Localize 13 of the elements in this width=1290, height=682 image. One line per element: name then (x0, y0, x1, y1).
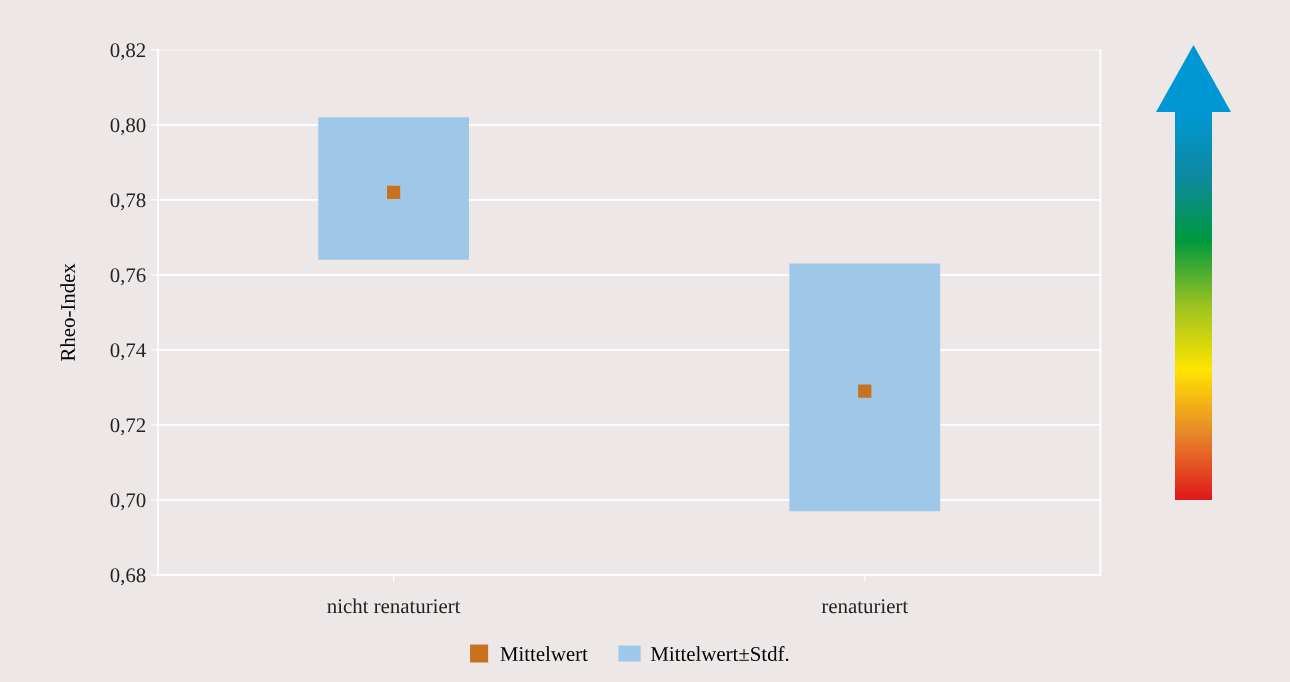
y-tick-label: 0,82 (110, 43, 146, 61)
y-tick-label: 0,70 (110, 493, 146, 511)
y-tick-label: 0,72 (110, 418, 146, 436)
y-tick-label: 0,78 (110, 193, 146, 211)
legend-label: Mittelwert (500, 646, 588, 661)
y-tick-label: 0,74 (110, 343, 146, 361)
y-tick-label: 0,68 (110, 568, 146, 586)
legend-label: Mittelwert±Stdf. (650, 646, 789, 662)
y-tick-label: 0,80 (110, 118, 146, 136)
y-axis-title: Rheo-Index (60, 263, 75, 361)
y-tick-label: 0,76 (110, 268, 146, 286)
x-tick-label: renaturiert (821, 599, 909, 614)
x-tick-label: nicht renaturiert (327, 598, 461, 614)
